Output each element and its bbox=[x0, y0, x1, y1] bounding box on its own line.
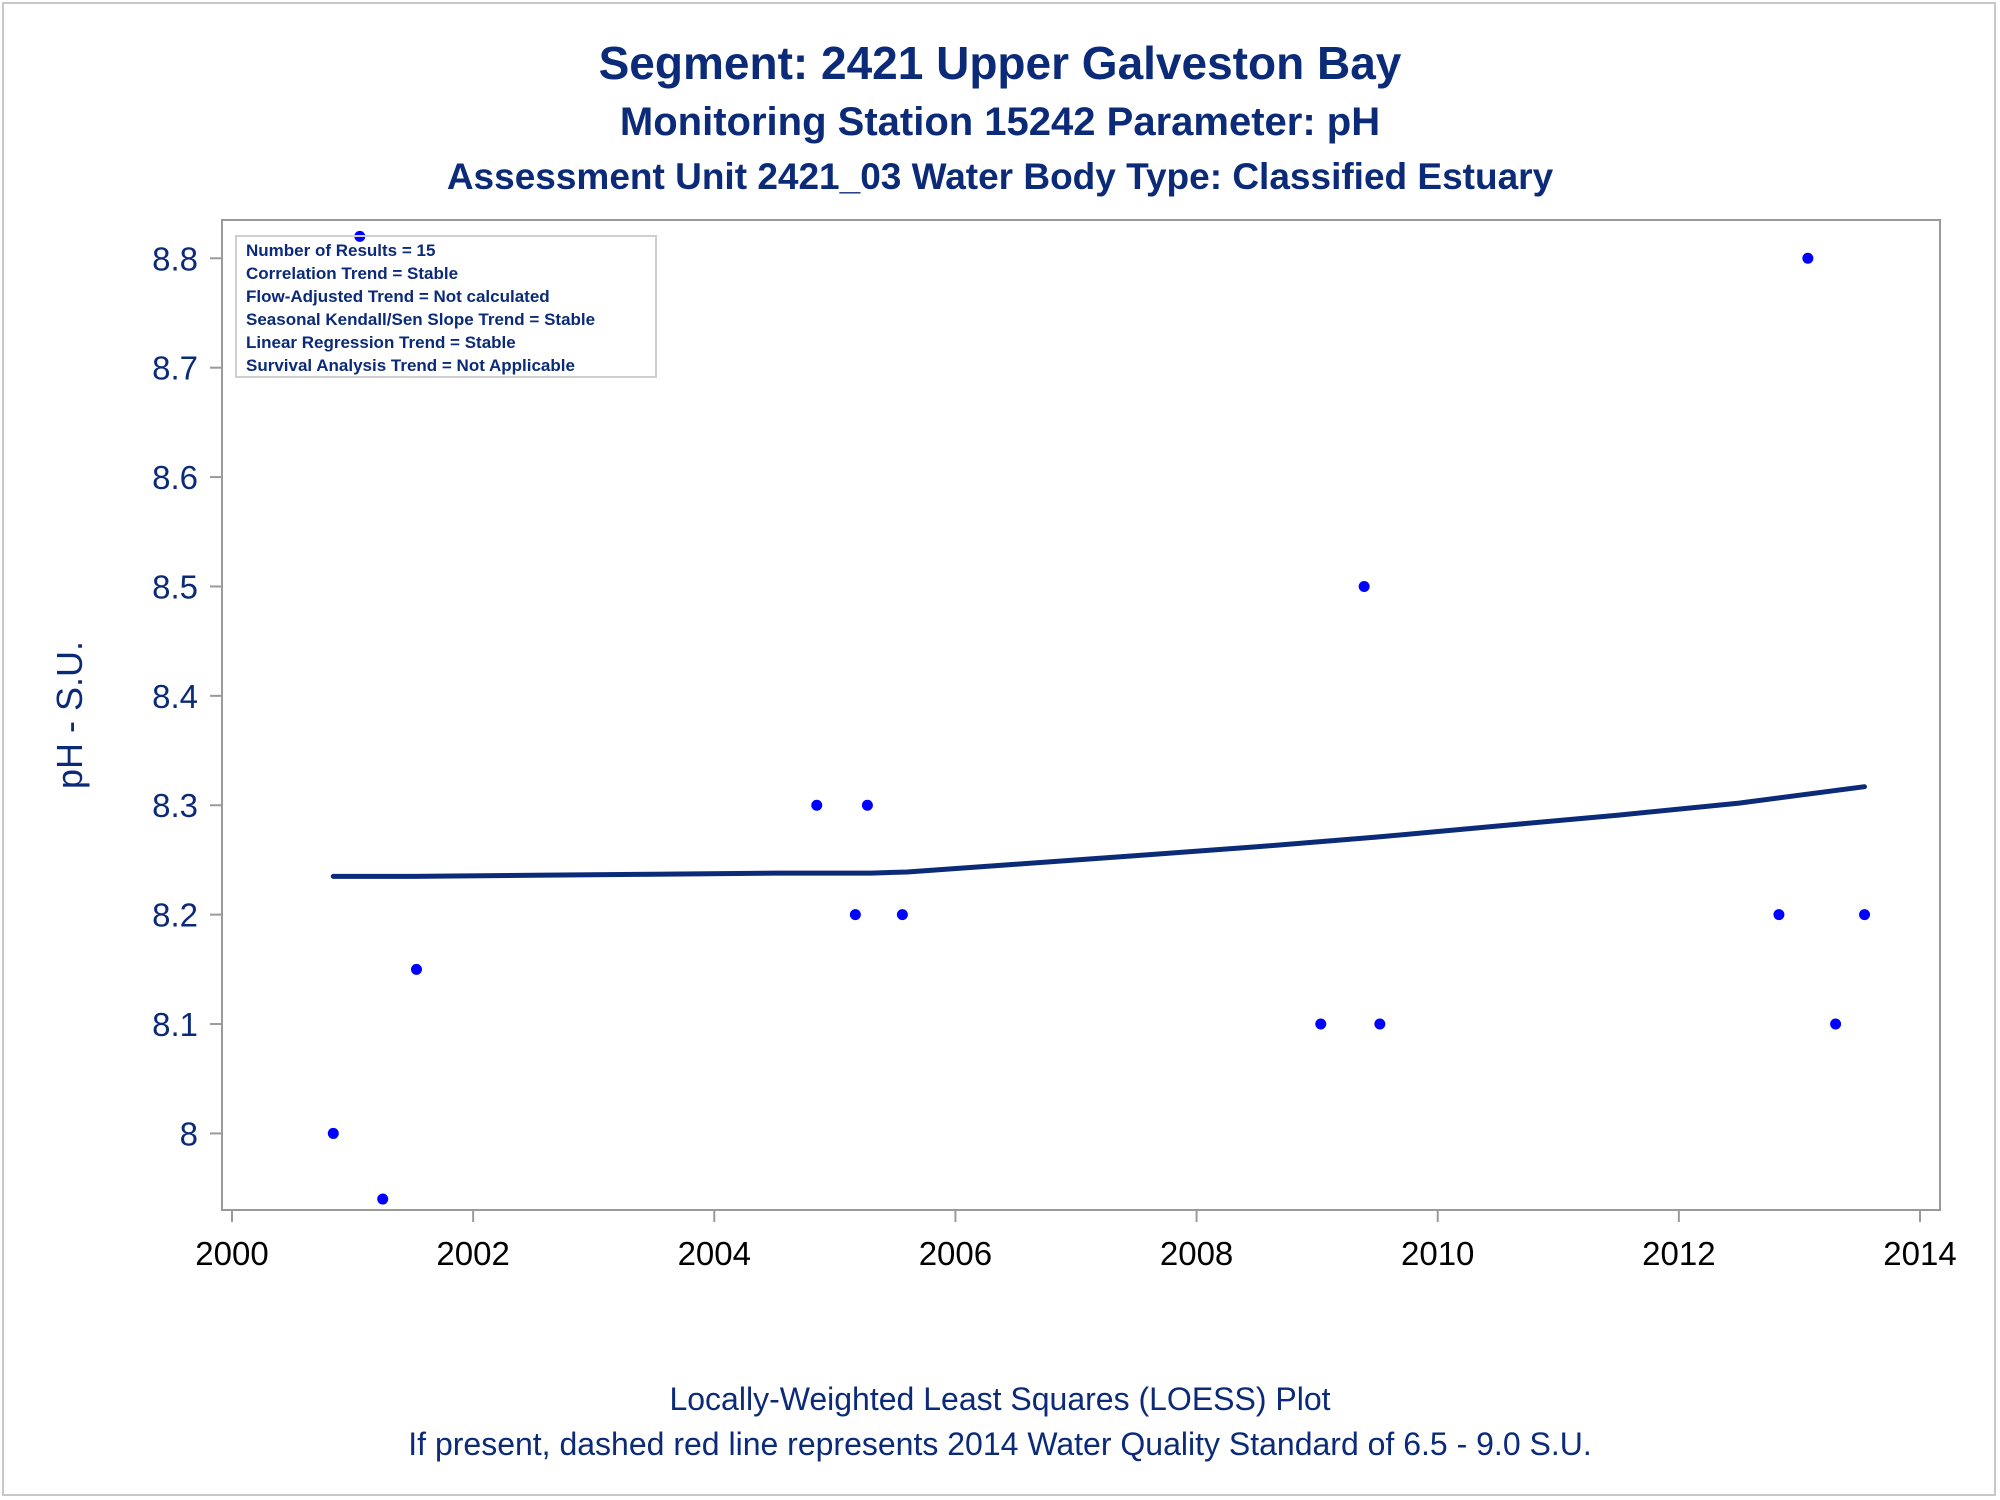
x-tick-label: 2004 bbox=[678, 1235, 751, 1272]
x-tick-label: 2010 bbox=[1401, 1235, 1474, 1272]
axes: 8 8.1 8.2 8.3 8.4 8.5 8.6 8.7 8.8 2000 2002 2004 200… bbox=[152, 219, 1957, 1272]
data-point bbox=[1315, 1018, 1327, 1030]
chart-title: Segment: 2421 Upper Galveston Bay bbox=[598, 37, 1402, 89]
y-tick-label: 8.7 bbox=[152, 350, 198, 387]
data-point bbox=[1830, 1018, 1842, 1030]
y-tick-label: 8.8 bbox=[152, 240, 198, 277]
x-tick-label: 2012 bbox=[1642, 1235, 1715, 1272]
x-tick-label: 2014 bbox=[1883, 1235, 1956, 1272]
y-tick-label: 8 bbox=[180, 1115, 198, 1152]
x-tick-label: 2002 bbox=[436, 1235, 509, 1272]
chart-subtitle-2: Assessment Unit 2421_03 Water Body Type:… bbox=[446, 156, 1554, 197]
y-tick-label: 8.2 bbox=[152, 897, 198, 934]
inset-border bbox=[235, 235, 657, 378]
trend-inset-box: Number of Results = 15 Correlation Trend… bbox=[235, 235, 657, 378]
data-point bbox=[1358, 580, 1370, 592]
y-tick-label: 8.1 bbox=[152, 1006, 198, 1043]
inset-line: Linear Regression Trend = Stable bbox=[246, 333, 516, 352]
inset-line: Flow-Adjusted Trend = Not calculated bbox=[246, 287, 550, 306]
data-point bbox=[327, 1127, 339, 1139]
inset-line: Seasonal Kendall/Sen Slope Trend = Stabl… bbox=[246, 310, 595, 329]
x-tick-label: 2006 bbox=[919, 1235, 992, 1272]
inset-line: Survival Analysis Trend = Not Applicable bbox=[246, 356, 575, 375]
inset-line: Number of Results = 15 bbox=[246, 241, 435, 260]
loess-trend-line bbox=[330, 784, 1867, 879]
inset-line: Correlation Trend = Stable bbox=[246, 264, 458, 283]
chart-subtitle: Monitoring Station 15242 Parameter: pH bbox=[619, 100, 1381, 144]
plot-area-border bbox=[221, 219, 1941, 1211]
data-point bbox=[377, 1193, 389, 1205]
data-point bbox=[861, 799, 873, 811]
footnote-loess: Locally-Weighted Least Squares (LOESS) P… bbox=[669, 1381, 1331, 1417]
y-axis-label: pH - S.U. bbox=[49, 641, 90, 789]
data-point bbox=[410, 963, 422, 975]
x-tick-label: 2008 bbox=[1160, 1235, 1233, 1272]
y-tick-label: 8.4 bbox=[152, 678, 198, 715]
data-points bbox=[327, 230, 1871, 1205]
data-point bbox=[1374, 1018, 1386, 1030]
x-tick-label: 2000 bbox=[195, 1235, 268, 1272]
data-point bbox=[1802, 252, 1814, 264]
y-tick-label: 8.6 bbox=[152, 459, 198, 496]
y-tick-label: 8.3 bbox=[152, 787, 198, 824]
data-point bbox=[1773, 909, 1785, 921]
loess-line-layer bbox=[330, 784, 1867, 879]
y-tick-label: 8.5 bbox=[152, 568, 198, 605]
data-point bbox=[1859, 909, 1871, 921]
data-point bbox=[811, 799, 823, 811]
footnote-standard: If present, dashed red line represents 2… bbox=[408, 1426, 1592, 1462]
data-point bbox=[896, 909, 908, 921]
data-point bbox=[849, 909, 861, 921]
